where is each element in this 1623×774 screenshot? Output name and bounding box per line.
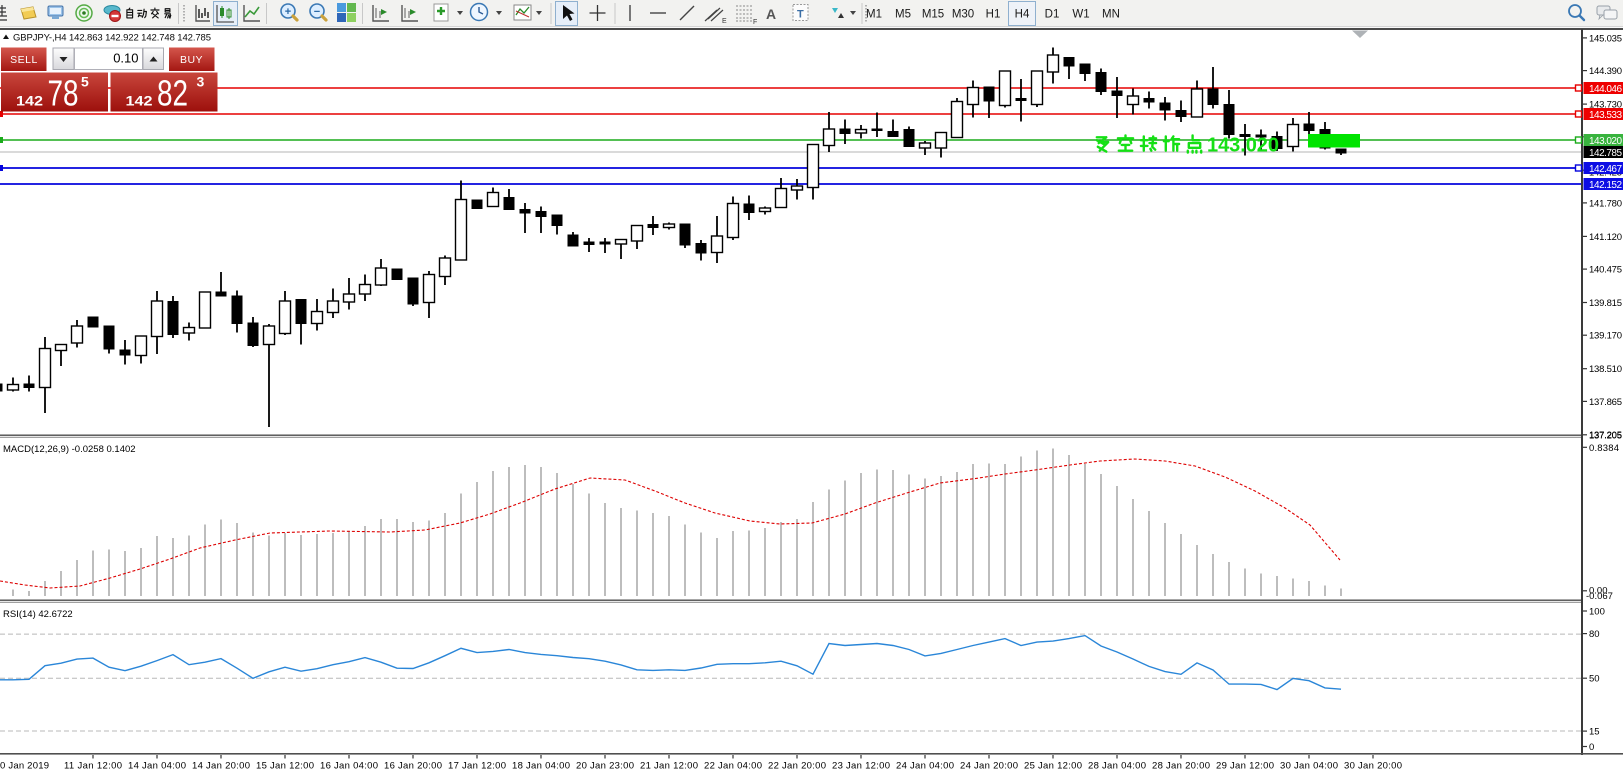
svg-text:16 Jan 04:00: 16 Jan 04:00 <box>320 761 378 772</box>
svg-text:100: 100 <box>1589 607 1605 618</box>
svg-text:SELL: SELL <box>10 54 38 66</box>
svg-text:GBPJPY-,H4 142.863 142.922 14: GBPJPY-,H4 142.863 142.922 142.748 142.7… <box>13 33 211 44</box>
svg-text:30 Jan 04:00: 30 Jan 04:00 <box>1280 761 1338 772</box>
svg-text:144.390: 144.390 <box>1589 66 1622 77</box>
svg-text:139.815: 139.815 <box>1589 298 1622 309</box>
svg-text:15: 15 <box>1589 727 1600 738</box>
svg-text:140.475: 140.475 <box>1589 265 1622 276</box>
svg-text:14 Jan 04:00: 14 Jan 04:00 <box>128 761 186 772</box>
svg-text:24 Jan 04:00: 24 Jan 04:00 <box>896 761 954 772</box>
svg-text:145.035: 145.035 <box>1589 33 1622 44</box>
svg-text:17 Jan 12:00: 17 Jan 12:00 <box>448 761 506 772</box>
svg-text:21 Jan 12:00: 21 Jan 12:00 <box>640 761 698 772</box>
svg-text:H4: H4 <box>1015 9 1030 21</box>
svg-text:18 Jan 04:00: 18 Jan 04:00 <box>512 761 570 772</box>
svg-text:M1: M1 <box>866 9 882 21</box>
svg-text:H1: H1 <box>986 9 1001 21</box>
svg-text:25 Jan 12:00: 25 Jan 12:00 <box>1024 761 1082 772</box>
svg-text:142: 142 <box>126 94 153 109</box>
svg-text:MN: MN <box>1102 9 1120 21</box>
svg-text:E: E <box>722 18 727 25</box>
svg-text:A: A <box>766 6 776 22</box>
svg-text:-0.067: -0.067 <box>1586 591 1613 602</box>
svg-text:D1: D1 <box>1045 9 1060 21</box>
svg-text:28 Jan 04:00: 28 Jan 04:00 <box>1088 761 1146 772</box>
svg-text:143.020: 143.020 <box>1207 135 1279 157</box>
svg-text:15 Jan 12:00: 15 Jan 12:00 <box>256 761 314 772</box>
svg-text:MACD(12,26,9) -0.0258 0.1402: MACD(12,26,9) -0.0258 0.1402 <box>3 444 136 455</box>
svg-text:142.785: 142.785 <box>1589 148 1622 159</box>
svg-text:50: 50 <box>1589 674 1600 685</box>
svg-text:RSI(14) 42.6722: RSI(14) 42.6722 <box>3 609 73 620</box>
svg-text:144.046: 144.046 <box>1589 84 1622 95</box>
svg-text:24 Jan 20:00: 24 Jan 20:00 <box>960 761 1018 772</box>
svg-text:139.170: 139.170 <box>1589 331 1622 342</box>
svg-text:143.020: 143.020 <box>1589 136 1622 147</box>
svg-text:11 Jan 12:00: 11 Jan 12:00 <box>64 761 122 772</box>
svg-text:82: 82 <box>157 73 188 114</box>
svg-text:14 Jan 20:00: 14 Jan 20:00 <box>192 761 250 772</box>
svg-text:W1: W1 <box>1072 9 1089 21</box>
svg-text:137.865: 137.865 <box>1589 397 1622 408</box>
svg-text:BUY: BUY <box>180 54 203 66</box>
svg-text:142.152: 142.152 <box>1589 180 1622 191</box>
svg-text:0: 0 <box>1589 742 1594 753</box>
svg-text:22 Jan 04:00: 22 Jan 04:00 <box>704 761 762 772</box>
svg-text:142: 142 <box>16 94 43 109</box>
svg-text:141.120: 141.120 <box>1589 232 1622 243</box>
svg-text:23 Jan 12:00: 23 Jan 12:00 <box>832 761 890 772</box>
svg-text:M5: M5 <box>895 9 911 21</box>
svg-text:M15: M15 <box>922 9 944 21</box>
svg-text:138.510: 138.510 <box>1589 364 1622 375</box>
svg-text:0 Jan 2019: 0 Jan 2019 <box>0 761 49 772</box>
svg-text:30 Jan 20:00: 30 Jan 20:00 <box>1344 761 1402 772</box>
svg-text:0.10: 0.10 <box>113 51 138 66</box>
svg-text:16 Jan 20:00: 16 Jan 20:00 <box>384 761 442 772</box>
svg-text:137.205: 137.205 <box>1589 430 1622 441</box>
svg-text:29 Jan 12:00: 29 Jan 12:00 <box>1216 761 1274 772</box>
svg-text:142.467: 142.467 <box>1589 164 1622 175</box>
svg-text:3: 3 <box>197 74 205 90</box>
svg-text:143.533: 143.533 <box>1589 110 1622 121</box>
svg-text:−: − <box>314 6 320 18</box>
svg-text:78: 78 <box>48 73 79 114</box>
svg-text:20 Jan 23:00: 20 Jan 23:00 <box>576 761 634 772</box>
svg-text:5: 5 <box>81 74 89 90</box>
svg-text:143.730: 143.730 <box>1589 100 1622 111</box>
svg-text:M30: M30 <box>952 9 974 21</box>
svg-text:0.00: 0.00 <box>1589 586 1608 597</box>
svg-text:141.780: 141.780 <box>1589 198 1622 209</box>
svg-text:80: 80 <box>1589 629 1600 640</box>
svg-text:28 Jan 20:00: 28 Jan 20:00 <box>1152 761 1210 772</box>
svg-text:F: F <box>753 19 757 26</box>
svg-text:T: T <box>797 9 804 21</box>
svg-text:137.205: 137.205 <box>1589 430 1622 441</box>
svg-text:0.8384: 0.8384 <box>1589 443 1619 454</box>
svg-text:+: + <box>285 6 291 18</box>
svg-text:22 Jan 20:00: 22 Jan 20:00 <box>768 761 826 772</box>
